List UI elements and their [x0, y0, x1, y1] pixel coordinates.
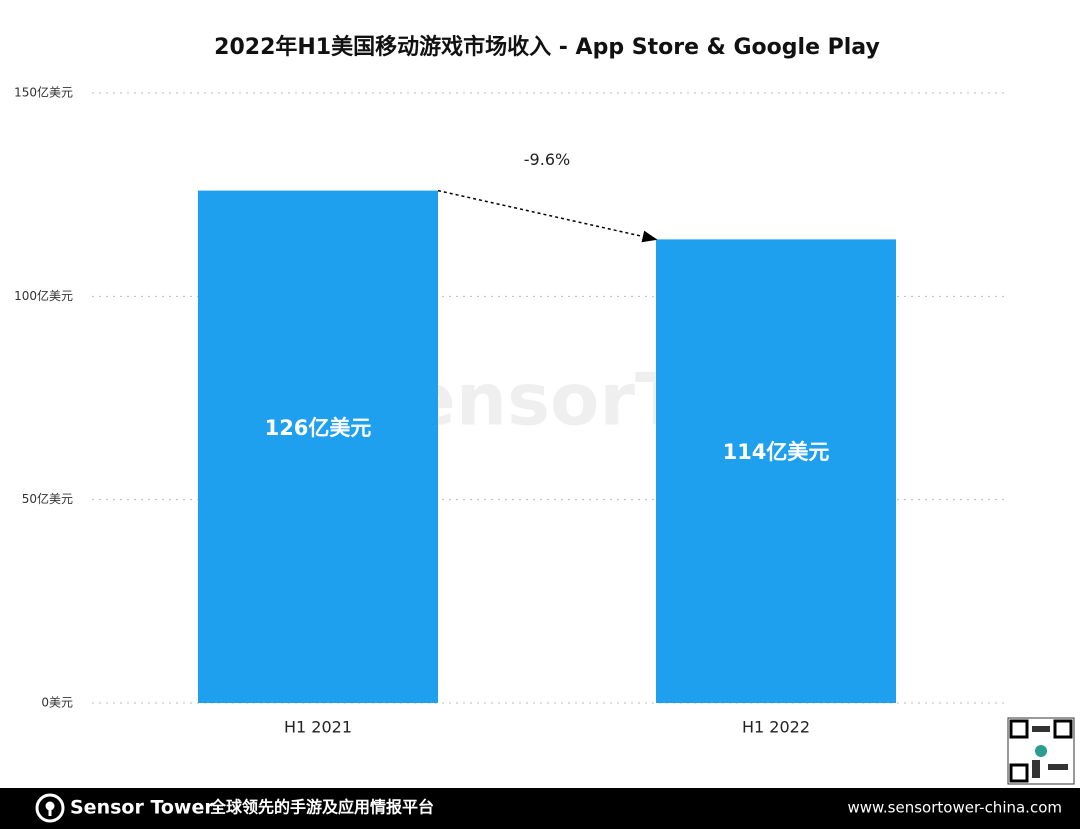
x-tick-label: H1 2022: [742, 718, 810, 737]
y-tick-label: 100亿美元: [14, 288, 73, 303]
value-label: 126亿美元: [265, 416, 372, 440]
x-tick-label: H1 2021: [284, 718, 352, 737]
footer-tagline: 全球领先的手游及应用情报平台: [209, 798, 434, 817]
annotation: -9.6%: [524, 150, 570, 169]
y-tick-label: 150亿美元: [14, 85, 73, 100]
y-tick-label: 0美元: [41, 696, 73, 710]
change-arrow: [437, 189, 658, 243]
chart-title: 2022年H1美国移动游戏市场收入 - App Store & Google P…: [214, 34, 880, 60]
footer-url: www.sensortower-china.com: [847, 799, 1062, 817]
qr-code: [1007, 717, 1075, 785]
footer-brand: Sensor Tower: [70, 797, 214, 819]
footer-band: [0, 788, 1080, 829]
bar: [656, 239, 896, 703]
bar: [198, 190, 438, 704]
value-label: 114亿美元: [723, 440, 830, 464]
y-tick-label: 50亿美元: [22, 491, 73, 506]
footer-logo: [35, 793, 65, 823]
